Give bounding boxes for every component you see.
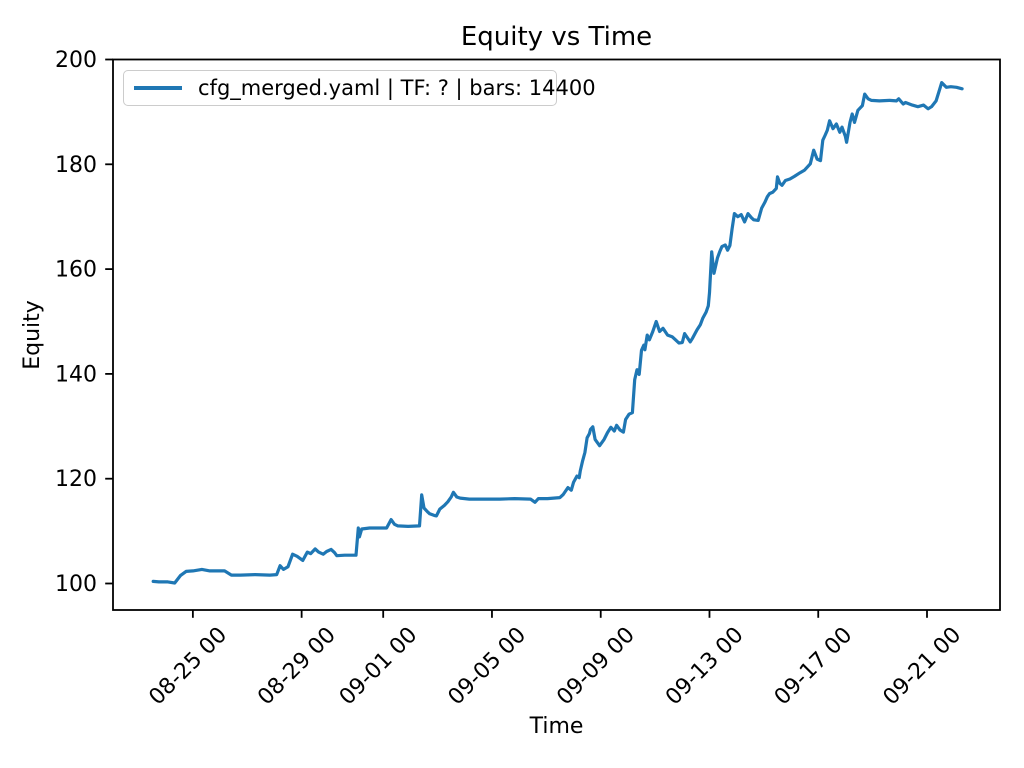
chart-title: Equity vs Time xyxy=(460,22,653,52)
x-tick-label: 09-13 00 xyxy=(661,623,749,711)
axes-frame xyxy=(112,58,1001,611)
x-tick-label: 09-05 00 xyxy=(444,623,532,711)
y-tick-label: 160 xyxy=(55,258,97,283)
y-tick-label: 120 xyxy=(55,467,97,492)
y-axis-label: Equity xyxy=(20,300,45,370)
x-tick-label: 08-25 00 xyxy=(144,623,232,711)
y-tick-label: 140 xyxy=(55,362,97,387)
x-tick-label: 08-29 00 xyxy=(253,623,341,711)
x-tick-label: 09-21 00 xyxy=(879,623,967,711)
legend-label: cfg_merged.yaml | TF: ? | bars: 14400 xyxy=(198,76,596,100)
x-axis-label: Time xyxy=(529,714,584,739)
y-tick-label: 180 xyxy=(55,153,97,178)
equity-line xyxy=(151,80,964,585)
x-tick-label: 09-01 00 xyxy=(335,623,423,711)
x-tick-label: 09-17 00 xyxy=(770,623,858,711)
y-tick-label: 200 xyxy=(55,48,97,73)
legend: cfg_merged.yaml | TF: ? | bars: 14400 xyxy=(123,70,596,106)
y-tick-label: 100 xyxy=(55,572,97,597)
legend-line-sample xyxy=(134,86,182,90)
x-tick-label: 09-09 00 xyxy=(552,623,640,711)
